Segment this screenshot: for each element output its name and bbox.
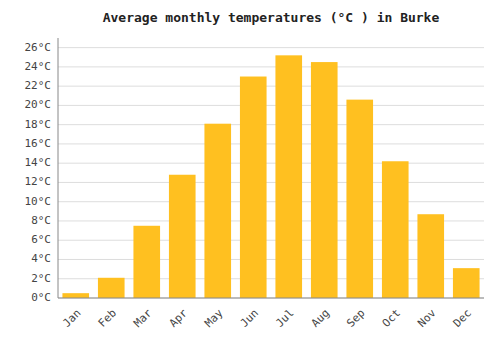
y-tick-label: 18°C bbox=[25, 118, 52, 131]
y-tick-label: 10°C bbox=[25, 195, 52, 208]
y-tick-label: 8°C bbox=[31, 214, 51, 227]
bar bbox=[311, 62, 338, 298]
bar bbox=[417, 214, 444, 298]
y-tick-label: 14°C bbox=[25, 156, 52, 169]
grid-line bbox=[58, 47, 484, 48]
x-tick-label: Apr bbox=[167, 306, 191, 330]
grid-line bbox=[58, 124, 484, 125]
x-tick-label: Jan bbox=[60, 307, 83, 330]
bar bbox=[453, 268, 480, 298]
chart-title: Average monthly temperatures (°C ) in Bu… bbox=[103, 10, 440, 25]
bar bbox=[133, 226, 160, 298]
bar bbox=[204, 124, 231, 298]
grid-line bbox=[58, 201, 484, 202]
grid-line bbox=[58, 143, 484, 144]
x-tick-label: Mar bbox=[131, 306, 155, 330]
grid-line bbox=[58, 298, 484, 299]
x-tick-label: Nov bbox=[415, 306, 439, 330]
x-tick-label: Sep bbox=[344, 307, 367, 330]
x-tick-label: Oct bbox=[380, 307, 403, 330]
bar bbox=[169, 175, 196, 298]
bar bbox=[275, 55, 302, 298]
grid-line bbox=[58, 163, 484, 164]
bar bbox=[62, 293, 89, 298]
y-tick-labels: 0°C 2°C 4°C 6°C 8°C 10°C 12°C 14°C 16°C 18°C 20°C 2… bbox=[25, 41, 52, 304]
y-grid bbox=[58, 48, 484, 298]
bar bbox=[240, 77, 267, 298]
x-tick-label: May bbox=[202, 306, 226, 330]
y-tick-label: 12°C bbox=[25, 175, 52, 188]
y-tick-label: 20°C bbox=[25, 98, 52, 111]
bar bbox=[382, 161, 409, 298]
grid-line bbox=[58, 86, 484, 87]
x-tick-labels: Jan Feb Mar Apr May Jun Jul Aug Sep Oct Nov Dec bbox=[60, 306, 474, 330]
grid-line bbox=[58, 105, 484, 106]
y-tick-label: 22°C bbox=[25, 79, 52, 92]
x-tick-label: Aug bbox=[309, 307, 332, 330]
x-axis-line bbox=[58, 298, 484, 299]
chart-svg: 0°C 2°C 4°C 6°C 8°C 10°C 12°C 14°C 16°C 18°C 20°C 2… bbox=[0, 0, 500, 350]
y-axis-line bbox=[58, 38, 59, 298]
y-tick-label: 16°C bbox=[25, 137, 52, 150]
y-tick-label: 6°C bbox=[31, 233, 51, 246]
y-tick-label: 0°C bbox=[31, 291, 51, 304]
x-tick-label: Jun bbox=[238, 307, 261, 330]
y-tick-label: 2°C bbox=[31, 272, 51, 285]
chart-container: 0°C 2°C 4°C 6°C 8°C 10°C 12°C 14°C 16°C 18°C 20°C 2… bbox=[0, 0, 500, 350]
x-tick-label: Jul bbox=[273, 307, 296, 330]
x-tick-label: Feb bbox=[96, 307, 119, 330]
bar bbox=[98, 278, 125, 298]
bars bbox=[62, 55, 479, 298]
y-tick-label: 26°C bbox=[25, 41, 52, 54]
y-tick-label: 4°C bbox=[31, 252, 51, 265]
grid-line bbox=[58, 66, 484, 67]
grid-line bbox=[58, 182, 484, 183]
bar bbox=[346, 100, 373, 298]
y-tick-label: 24°C bbox=[25, 60, 52, 73]
x-tick-label: Dec bbox=[451, 307, 474, 330]
